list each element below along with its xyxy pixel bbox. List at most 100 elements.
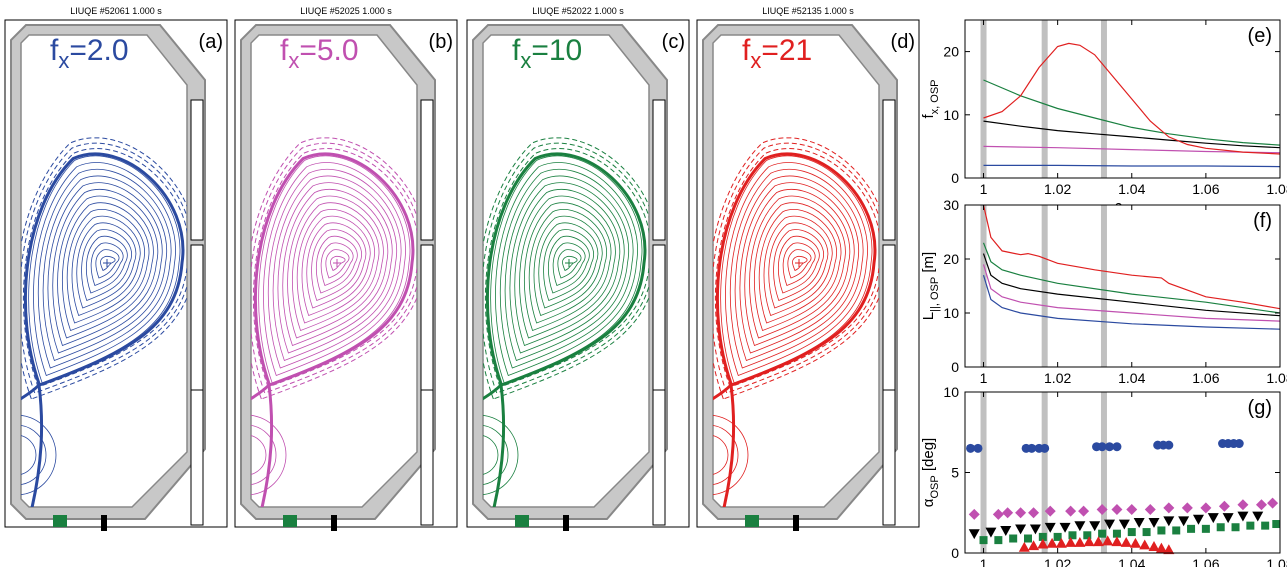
y-axis-label: L||, OSP [m]: [920, 252, 941, 320]
chart-panel: 11.021.041.061.080102030ρψL||, OSP [m](f…: [920, 197, 1287, 408]
flux-contour: [33, 162, 176, 377]
flux-contour: [744, 188, 851, 347]
data-point: [1068, 531, 1077, 540]
data-point: [1200, 502, 1212, 514]
data-point: [1089, 521, 1101, 532]
y-tick-label: 30: [943, 197, 959, 213]
x-tick-label: 1.04: [1118, 556, 1145, 567]
y-tick-label: 10: [943, 384, 959, 400]
flux-contour: [90, 242, 124, 287]
x-tick-label: 1: [980, 181, 988, 197]
port-window: [882, 389, 896, 526]
flux-contour: [547, 235, 590, 294]
x-tick-label: 1: [980, 556, 988, 567]
private-flux-contour: [713, 414, 749, 496]
strike-marker-green: [515, 515, 529, 527]
x-tick-label: 1.02: [1044, 556, 1071, 567]
data-point: [992, 508, 1004, 520]
fx-label-base: f: [280, 34, 289, 67]
sol-contour: [22, 148, 187, 388]
data-point: [1216, 523, 1225, 532]
flux-contour: [524, 202, 612, 332]
flux-contour: [95, 249, 120, 279]
sol-contour: [713, 137, 879, 400]
data-point: [1015, 524, 1027, 535]
panel-label: (g): [1248, 397, 1272, 419]
strike-marker-black: [563, 515, 569, 531]
flux-contour: [28, 155, 181, 384]
flux-contour: [533, 215, 603, 317]
flux-contour: [258, 155, 411, 384]
series-line: [983, 164, 1281, 168]
flux-contour: [66, 209, 145, 324]
data-point: [1065, 505, 1077, 517]
flux-surfaces: [483, 137, 649, 507]
flux-contour: [76, 222, 137, 309]
plot-area: [965, 20, 1280, 178]
flux-contour: [768, 222, 829, 309]
equilibrium-panel: LIUQE #52061 1.000 s fx=2.0 (a): [4, 6, 228, 531]
data-point: [1178, 516, 1190, 527]
data-point: [1018, 541, 1030, 552]
fx-label-value: =2.0: [69, 34, 128, 67]
flux-contour: [754, 202, 842, 332]
data-point: [1157, 526, 1166, 535]
fx-label-value: =10: [531, 34, 582, 67]
fx-label: fx=21: [742, 34, 812, 73]
data-point: [1222, 513, 1234, 524]
inner-leg: [251, 383, 271, 412]
panel-label: (d): [891, 31, 915, 53]
data-point: [1028, 540, 1040, 551]
data-point: [1029, 524, 1041, 535]
axes-frame: [964, 19, 1281, 179]
flux-contour: [562, 255, 578, 272]
data-point: [1024, 534, 1032, 543]
flux-contour: [330, 255, 346, 272]
series-line: [982, 275, 1281, 330]
data-point: [1148, 541, 1160, 551]
sol-contour: [483, 142, 649, 394]
private-flux-contour: [21, 414, 57, 496]
data-point: [1192, 514, 1204, 525]
inner-leg: [21, 383, 41, 412]
port-window: [652, 389, 666, 526]
data-point: [1142, 528, 1151, 537]
flux-contour: [37, 168, 172, 369]
flux-contour: [71, 215, 141, 317]
flux-contour: [52, 188, 159, 347]
panel-label: (c): [662, 31, 685, 53]
shot-title: LIUQE #52061 1.000 s: [70, 6, 162, 16]
magnetic-axis: [333, 259, 341, 267]
sol-contour: [252, 148, 417, 388]
private-flux-contour: [21, 424, 47, 486]
data-point: [1112, 442, 1122, 452]
flux-contour: [267, 168, 402, 369]
data-point: [1098, 529, 1107, 538]
flux-contour: [557, 249, 582, 279]
data-point: [1083, 531, 1092, 540]
flux-contour: [538, 222, 599, 309]
data-point: [1120, 537, 1132, 547]
shot-title: LIUQE #52022 1.000 s: [532, 6, 624, 16]
sol-contour: [483, 137, 649, 400]
data-point: [1065, 537, 1077, 547]
data-point: [1104, 519, 1116, 530]
x-tick-label: 1.02: [1044, 370, 1071, 386]
fx-label: fx=2.0: [50, 34, 129, 73]
data-point: [1037, 538, 1049, 549]
private-flux-contour: [483, 434, 499, 476]
data-point: [1139, 539, 1151, 550]
private-flux-contour: [483, 414, 519, 496]
vessel-interior: [250, 34, 418, 508]
flux-contour: [777, 235, 820, 294]
data-point: [1163, 502, 1175, 514]
fx-label-base: f: [50, 34, 59, 67]
flux-contour: [296, 209, 375, 324]
flux-contour: [792, 255, 808, 272]
sol-contour: [251, 137, 417, 400]
flux-contour: [749, 195, 846, 339]
flux-contour: [315, 235, 358, 294]
data-point: [1126, 504, 1138, 516]
data-point: [994, 536, 1003, 545]
